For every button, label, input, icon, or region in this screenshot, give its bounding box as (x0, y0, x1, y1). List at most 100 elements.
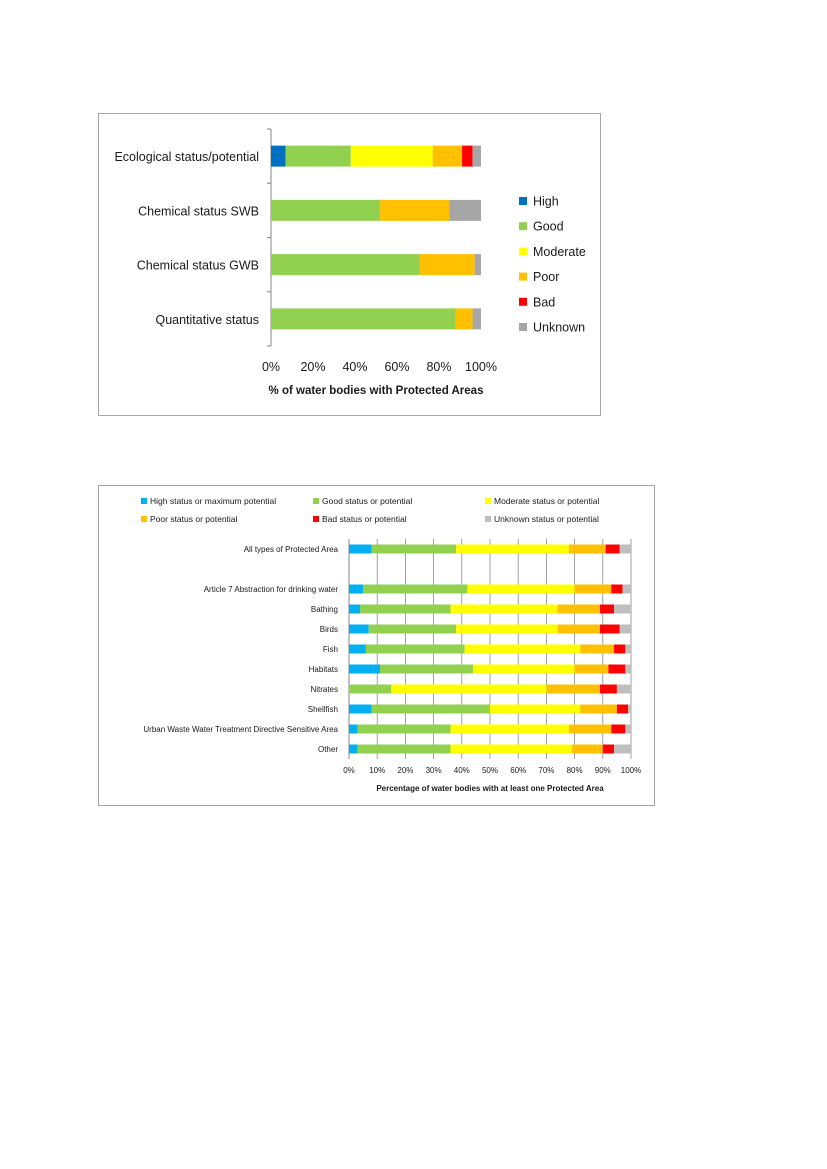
chart2-bar-segment (614, 604, 631, 614)
chart1-bar-segment (455, 308, 473, 330)
chart1-category-label: Ecological status/potential (114, 150, 259, 164)
chart-protected-area-types-status: 0% 10% 20% 30% 40% 50% 60% 70% 80% 90% 100% All typ… (98, 485, 655, 806)
chart1-x-tick-label: 40% (342, 360, 367, 374)
chart1-category-label: Quantitative status (155, 313, 259, 327)
chart1-bar-segment (271, 254, 421, 276)
chart2-bar-segment (546, 684, 600, 694)
chart2-bar-segment (450, 604, 558, 614)
chart1-bar-segment (420, 254, 475, 276)
chart1-legend-label: Poor (533, 270, 559, 284)
chart2-legend-swatch (141, 498, 147, 504)
chart1-x-tick-label: 0% (262, 360, 280, 374)
chart2-bar-segment (371, 704, 490, 714)
chart2-bar-segment (622, 584, 631, 594)
chart2-bar-segment (574, 584, 612, 594)
chart2-bar-segment (363, 584, 468, 594)
chart2-legend-swatch (313, 516, 319, 522)
chart1-legend-swatch (519, 197, 527, 205)
chart2-bar-segment (456, 624, 558, 634)
chart2-bar-segment (568, 544, 606, 554)
chart1-x-tick-label: 100% (465, 360, 497, 374)
chart1-bar-segment (472, 145, 481, 167)
chart2-bar-segment (599, 604, 615, 614)
chart2-bar-segment (625, 724, 631, 734)
chart2-bar-segment (380, 664, 474, 674)
chart1-legend-swatch (519, 323, 527, 331)
chart2-category-label: Urban Waste Water Treatment Directive Se… (143, 725, 338, 734)
chart2-bar-segment (557, 604, 600, 614)
chart2-x-tick-label: 100% (621, 766, 641, 775)
chart2-bar-segment (619, 624, 631, 634)
chart2-bar-segment (450, 744, 572, 754)
chart1-category-label: Chemical status SWB (138, 204, 259, 218)
chart2-bar-segment (490, 704, 581, 714)
chart2-x-tick-label: 10% (369, 766, 385, 775)
chart2-bar-segment (349, 664, 381, 674)
chart1-bar-segment (432, 145, 463, 167)
chart1-bar-segment (462, 145, 473, 167)
chart2-x-tick-label: 0% (343, 766, 355, 775)
chart2-legend-swatch (313, 498, 319, 504)
chart2-category-label: All types of Protected Area (244, 545, 339, 554)
chart2-bar-segment (557, 624, 600, 634)
chart2-bar-segment (614, 644, 626, 654)
chart2-bar-segment (628, 704, 631, 714)
chart1-bar-segment (474, 254, 481, 276)
chart2-legend-label: Poor status or potential (150, 514, 238, 524)
chart1-bar-segment (472, 308, 481, 330)
chart1-bar-segment (271, 199, 381, 221)
chart2-category-label: Article 7 Abstraction for drinking water (204, 585, 339, 594)
chart1-legend-label: High (533, 195, 559, 209)
chart2-legend-label: Bad status or potential (322, 514, 407, 524)
chart2-bar-segment (625, 644, 631, 654)
chart2-bar-segment (568, 724, 612, 734)
chart1-bar-segment (380, 199, 450, 221)
chart2-bar-segment (456, 544, 569, 554)
chart1-legend-swatch (519, 297, 527, 306)
chart2-x-tick-label: 50% (482, 766, 498, 775)
chart2-x-tick-label: 80% (567, 766, 583, 775)
chart1-legend-label: Bad (533, 295, 555, 309)
chart1-bar-segment (449, 199, 481, 221)
chart2-bar-segment (371, 544, 457, 554)
chart2-bar-segment (357, 744, 451, 754)
chart2-legend-swatch (485, 516, 491, 522)
chart1-bar-segment (271, 145, 286, 167)
chart2-x-tick-label: 90% (595, 766, 611, 775)
chart2-bar-segment (571, 744, 603, 754)
chart2-bar-segment (574, 664, 609, 674)
chart2-bar-segment (611, 584, 623, 594)
chart1-x-tick-label: 20% (300, 360, 325, 374)
chart2-category-label: Birds (320, 625, 338, 634)
chart1-legend-label: Unknown (533, 321, 585, 335)
chart2-bar-segment (464, 644, 581, 654)
chart2-bar-segment (349, 744, 358, 754)
chart1-legend-swatch (519, 272, 527, 281)
chart2-bar-segment (473, 664, 575, 674)
chart1-bar-segment (285, 145, 351, 167)
chart2-bar-segment (580, 704, 617, 714)
chart-protected-areas-status: Ecological status/potential Chemical stat… (98, 113, 601, 416)
chart2-legend-label: Moderate status or potential (494, 496, 599, 506)
chart1-x-tick-label: 60% (384, 360, 409, 374)
chart2-legend-label: Unknown status or potential (494, 514, 599, 524)
chart2-category-label: Nitrates (310, 685, 338, 694)
chart2-legend-label: High status or maximum potential (150, 496, 276, 506)
chart2-bar-segment (580, 644, 615, 654)
chart1-legend-swatch (519, 222, 527, 231)
chart1-bar-segment (271, 308, 456, 330)
chart2-bar-segment (450, 724, 569, 734)
chart2-bar-segment (349, 584, 364, 594)
chart2-x-tick-label: 70% (538, 766, 554, 775)
chart1-legend-label: Moderate (533, 245, 586, 259)
chart2-bar-segment (608, 664, 626, 674)
chart2-bar-segment (611, 724, 626, 734)
chart2-bar-segment (368, 624, 457, 634)
chart2-svg: 0% 10% 20% 30% 40% 50% 60% 70% 80% 90% 100% All typ… (141, 496, 641, 793)
chart2-bar-segment (365, 644, 465, 654)
chart2-bar-segment (599, 624, 620, 634)
chart2-category-label: Other (318, 745, 338, 754)
chart2-x-tick-label: 20% (397, 766, 413, 775)
chart2-bar-segment (605, 544, 620, 554)
chart2-bar-segment (391, 684, 547, 694)
